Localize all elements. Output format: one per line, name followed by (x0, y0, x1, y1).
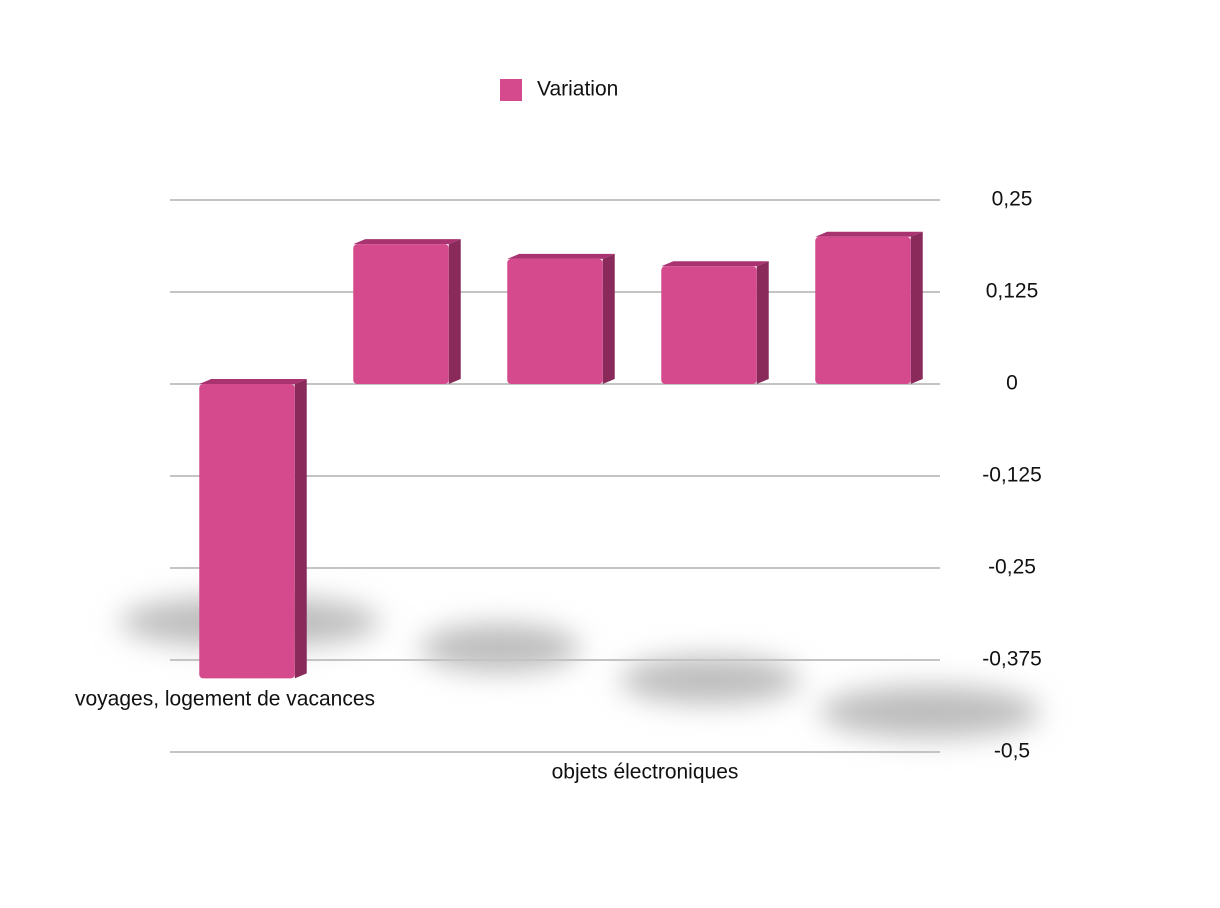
y-tick-label: -0,125 (982, 464, 1042, 487)
bar-top (661, 261, 769, 267)
bar-top (199, 379, 307, 384)
y-tick-label: 0 (1006, 372, 1018, 395)
bar-top (507, 253, 615, 259)
bar-top (815, 231, 923, 237)
bar (353, 244, 449, 384)
bar (815, 236, 911, 384)
bar (661, 266, 757, 384)
x-tick-label: voyages, logement de vacances (75, 688, 375, 711)
bar-group (507, 253, 615, 384)
bar (507, 258, 603, 384)
legend-label: Variation (537, 78, 618, 101)
bar-side (294, 379, 307, 679)
y-tick-label: -0,375 (982, 648, 1042, 671)
bar (199, 384, 295, 679)
legend-swatch (500, 79, 522, 101)
bar-side (602, 253, 615, 384)
bar-group (661, 261, 769, 384)
bar-side (756, 261, 769, 384)
y-tick-label: -0,25 (988, 556, 1036, 579)
y-tick-label: -0,5 (994, 740, 1030, 763)
bar-group (815, 231, 923, 384)
y-tick-label: 0,25 (992, 188, 1033, 211)
bar-group (353, 239, 461, 384)
x-tick-label: objets électroniques (552, 761, 739, 784)
bar-side (448, 239, 461, 384)
bar-group (199, 379, 307, 679)
bar-top (353, 239, 461, 245)
bar-side (910, 231, 923, 384)
y-tick-label: 0,125 (986, 280, 1039, 303)
